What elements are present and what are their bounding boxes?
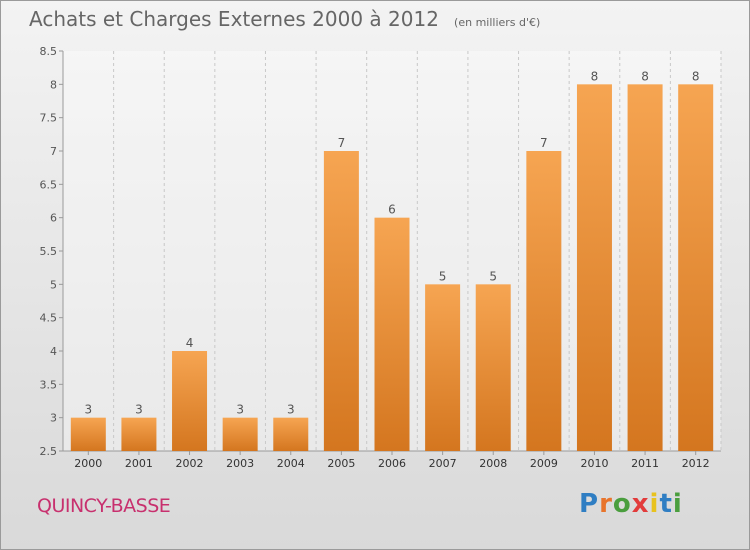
x-tick-label: 2003 bbox=[226, 457, 254, 470]
bar bbox=[678, 84, 714, 451]
y-tick-label: 2.5 bbox=[40, 445, 58, 458]
brand-letter: x bbox=[631, 489, 650, 519]
x-tick-label: 2006 bbox=[378, 457, 406, 470]
bar bbox=[323, 151, 359, 451]
y-tick-label: 3 bbox=[50, 412, 57, 425]
data-label: 6 bbox=[388, 203, 396, 217]
data-label: 4 bbox=[186, 336, 194, 350]
y-tick-label: 7.5 bbox=[40, 112, 58, 125]
y-tick-label: 6 bbox=[50, 212, 57, 225]
x-tick-label: 2010 bbox=[580, 457, 608, 470]
brand-logo: Proxiti bbox=[579, 489, 683, 519]
y-tick-label: 5 bbox=[50, 278, 57, 291]
location-name: QUINCY-BASSE bbox=[37, 495, 171, 517]
data-label: 8 bbox=[641, 69, 649, 83]
y-tick-label: 4.5 bbox=[40, 312, 58, 325]
unit-note: (en milliers d'€) bbox=[454, 16, 541, 29]
bar bbox=[121, 417, 157, 451]
y-tick-label: 6.5 bbox=[40, 178, 58, 191]
x-tick-label: 2001 bbox=[125, 457, 153, 470]
data-label: 5 bbox=[489, 269, 497, 283]
brand-letter: r bbox=[599, 489, 613, 519]
data-label: 3 bbox=[236, 403, 244, 417]
y-tick-label: 8 bbox=[50, 78, 57, 91]
chart-title: Achats et Charges Externes 2000 à 2012 bbox=[29, 7, 439, 31]
brand-letter: o bbox=[612, 489, 632, 519]
bar bbox=[222, 417, 258, 451]
brand-letter: t bbox=[659, 489, 673, 519]
brand-letter: i bbox=[672, 489, 683, 519]
y-tick-label: 5.5 bbox=[40, 245, 58, 258]
bar bbox=[70, 417, 106, 451]
data-label: 3 bbox=[287, 403, 295, 417]
bar bbox=[425, 284, 461, 451]
bar bbox=[627, 84, 663, 451]
x-tick-label: 2007 bbox=[429, 457, 457, 470]
data-label: 8 bbox=[591, 69, 599, 83]
y-tick-label: 4 bbox=[50, 345, 57, 358]
x-tick-label: 2008 bbox=[479, 457, 507, 470]
chart-title-line: Achats et Charges Externes 2000 à 2012 (… bbox=[29, 7, 540, 31]
x-tick-label: 2000 bbox=[74, 457, 102, 470]
x-tick-label: 2011 bbox=[631, 457, 659, 470]
data-label: 3 bbox=[135, 403, 143, 417]
data-label: 3 bbox=[84, 403, 92, 417]
data-label: 7 bbox=[338, 136, 346, 150]
y-tick-label: 7 bbox=[50, 145, 57, 158]
x-tick-label: 2005 bbox=[327, 457, 355, 470]
x-tick-label: 2009 bbox=[530, 457, 558, 470]
bar bbox=[526, 151, 562, 451]
x-tick-label: 2002 bbox=[176, 457, 204, 470]
bar bbox=[576, 84, 612, 451]
data-label: 8 bbox=[692, 69, 700, 83]
bar bbox=[475, 284, 511, 451]
x-tick-label: 2004 bbox=[277, 457, 305, 470]
data-label: 5 bbox=[439, 269, 447, 283]
brand-letter: P bbox=[579, 489, 600, 519]
data-label: 7 bbox=[540, 136, 548, 150]
brand-letter: i bbox=[649, 489, 660, 519]
bar bbox=[273, 417, 309, 451]
y-tick-label: 8.5 bbox=[40, 45, 58, 58]
y-tick-label: 3.5 bbox=[40, 378, 58, 391]
x-tick-label: 2012 bbox=[682, 457, 710, 470]
bar bbox=[374, 217, 410, 451]
bar bbox=[172, 351, 208, 451]
